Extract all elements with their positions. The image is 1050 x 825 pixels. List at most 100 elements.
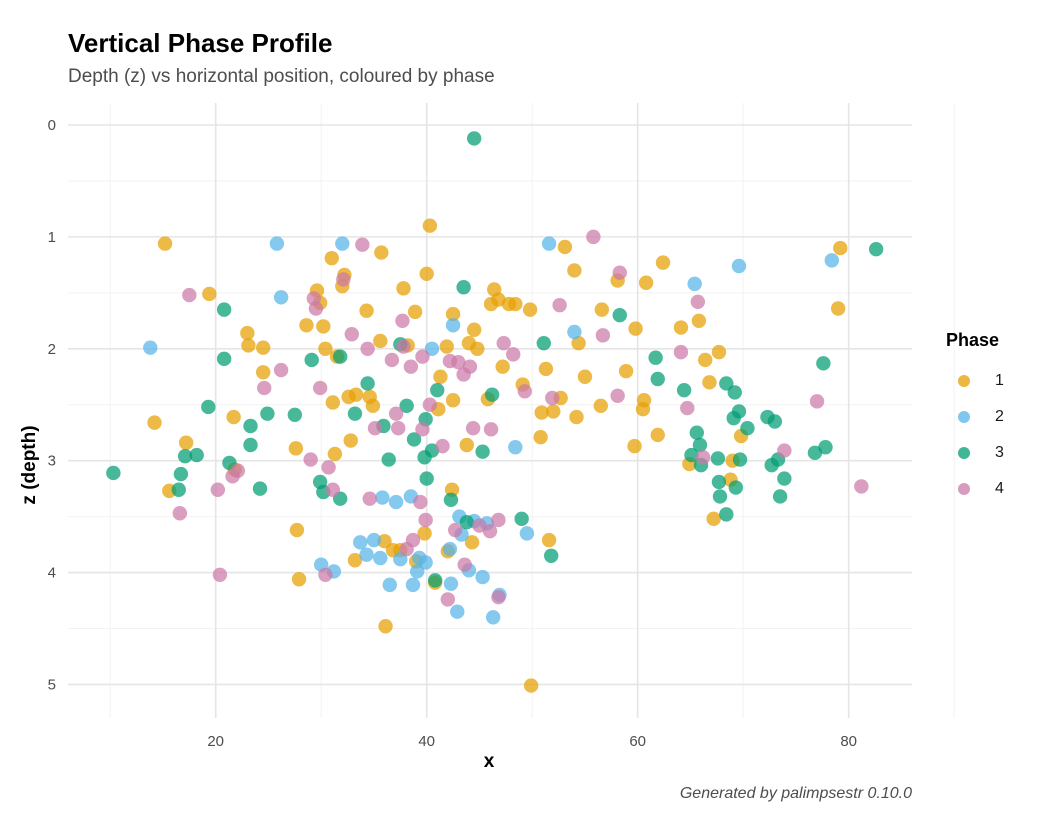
point-phase-1 — [289, 522, 305, 538]
point-phase-2 — [273, 290, 289, 305]
point-phase-3 — [676, 382, 692, 398]
point-phase-3 — [710, 451, 726, 466]
legend-item-phase-2: 2 — [946, 399, 1004, 435]
legend-items: 1 2 3 4 — [946, 363, 1004, 507]
point-phase-4 — [435, 438, 450, 454]
point-phase-1 — [466, 322, 482, 337]
point-phase-3 — [304, 352, 319, 368]
point-phase-4 — [695, 450, 711, 465]
point-phase-2 — [366, 532, 382, 548]
point-phase-4 — [325, 482, 341, 497]
point-phase-1 — [534, 405, 549, 420]
point-phase-4 — [336, 272, 351, 287]
point-phase-1 — [396, 281, 411, 296]
point-phase-3 — [430, 382, 445, 398]
point-phase-1 — [445, 393, 461, 408]
point-phase-4 — [482, 523, 498, 539]
point-phase-1 — [593, 398, 608, 414]
point-phase-3 — [732, 452, 748, 467]
point-phase-1 — [157, 236, 173, 251]
point-phase-1 — [374, 245, 389, 260]
point-phase-3 — [719, 376, 734, 391]
point-phase-4 — [457, 557, 472, 572]
point-phase-1 — [464, 535, 480, 550]
point-phase-4 — [321, 460, 336, 475]
point-phase-3 — [171, 482, 186, 497]
point-phase-4 — [680, 400, 695, 416]
point-phase-4 — [367, 421, 383, 436]
point-phase-4 — [182, 287, 197, 303]
point-phase-1 — [299, 318, 314, 333]
point-phase-3 — [772, 489, 788, 504]
point-phase-2 — [335, 236, 350, 251]
point-phase-2 — [382, 577, 397, 593]
point-phase-3 — [719, 507, 734, 522]
point-phase-1 — [377, 534, 392, 549]
y-tick-label: 5 — [48, 676, 56, 693]
point-phase-1 — [533, 429, 548, 445]
point-phase-2 — [485, 610, 501, 625]
point-phase-2 — [269, 236, 285, 251]
point-phase-1 — [327, 446, 343, 462]
point-phase-2 — [731, 258, 747, 274]
point-phase-4 — [355, 237, 370, 252]
point-phase-4 — [384, 352, 400, 368]
point-phase-4 — [318, 567, 333, 582]
point-phase-4 — [506, 347, 521, 362]
point-phase-4 — [362, 491, 377, 506]
point-phase-2 — [388, 494, 404, 510]
point-phase-4 — [610, 388, 625, 403]
point-phase-3 — [399, 398, 414, 414]
point-phase-4 — [172, 506, 188, 521]
point-phase-4 — [462, 359, 478, 374]
point-phase-4 — [595, 328, 611, 343]
point-phase-4 — [545, 390, 560, 406]
point-phase-4 — [360, 341, 375, 356]
point-phase-3 — [347, 406, 363, 421]
legend-label: 4 — [995, 480, 1004, 497]
legend-item-phase-3: 3 — [946, 435, 1004, 471]
point-phase-1 — [618, 363, 634, 379]
point-phase-2 — [450, 604, 465, 619]
point-phase-3 — [459, 514, 474, 530]
legend: Phase 1 2 3 4 — [946, 330, 1004, 507]
legend-item-phase-4: 4 — [946, 471, 1004, 507]
point-phase-2 — [824, 253, 840, 268]
point-phase-1 — [541, 532, 557, 548]
point-phase-2 — [687, 276, 702, 292]
grid-lines — [68, 103, 955, 718]
point-phase-4 — [395, 313, 410, 329]
x-tick-label: 80 — [840, 733, 857, 750]
point-phase-4 — [491, 512, 506, 528]
point-phase-1 — [655, 255, 671, 270]
point-phase-4 — [415, 422, 430, 437]
point-phase-3 — [712, 489, 728, 504]
point-phase-3 — [868, 241, 884, 257]
point-phase-4 — [451, 355, 466, 370]
point-phase-3 — [807, 445, 823, 461]
point-phase-1 — [255, 340, 271, 355]
point-phase-3 — [106, 465, 121, 481]
point-phase-1 — [569, 409, 584, 425]
point-phase-1 — [706, 511, 721, 527]
point-phase-1 — [325, 395, 341, 410]
point-phase-1 — [202, 286, 217, 302]
point-phase-3 — [177, 448, 193, 464]
point-phase-1 — [522, 302, 538, 317]
point-phase-3 — [201, 399, 216, 415]
point-phase-1 — [571, 335, 586, 351]
point-phase-1 — [523, 678, 539, 693]
point-phase-3 — [684, 447, 699, 463]
point-phase-3 — [260, 406, 275, 421]
x-tick-label: 60 — [629, 733, 646, 750]
point-phase-1 — [407, 304, 423, 320]
point-phase-3 — [243, 418, 258, 434]
point-phase-4 — [496, 335, 511, 351]
point-phase-1 — [627, 438, 642, 454]
point-phase-2 — [443, 576, 459, 591]
point-phase-3 — [692, 437, 708, 453]
point-phase-4 — [388, 406, 404, 421]
point-phase-4 — [586, 229, 601, 245]
point-phase-2 — [373, 550, 388, 566]
